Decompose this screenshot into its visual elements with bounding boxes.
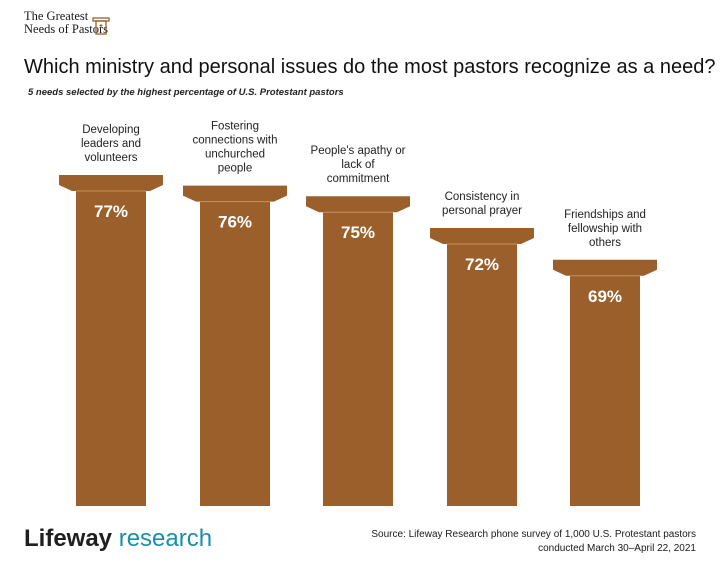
bar-capital: [306, 196, 410, 213]
bar-capital: [430, 228, 534, 244]
bar-value-label: 69%: [588, 287, 622, 306]
brand-title: The Greatest Needs of Pastors: [24, 10, 108, 36]
source-line-1: Source: Lifeway Research phone survey of…: [371, 529, 696, 540]
category-label-line: commitment: [327, 173, 390, 185]
lifeway-research-logo: Lifeway research: [24, 525, 212, 553]
category-label-line: Fostering: [211, 121, 259, 133]
category-label-line: leaders and: [81, 138, 141, 150]
bar-chart: 77% Developing leaders and volunteers 76% Fos…: [59, 121, 657, 506]
bar-value-label: 76%: [218, 213, 252, 232]
bar-5: 69% Friendships and fellowship with others: [553, 209, 657, 506]
category-label-line: people: [218, 163, 253, 175]
bar-shaft: [76, 191, 146, 506]
category-label-line: lack of: [341, 159, 375, 171]
bar-shaft: [570, 275, 640, 506]
category-label: People's apathy or lack of commitment: [311, 145, 406, 185]
category-label-line: Developing: [82, 124, 140, 136]
chart-title: Which ministry and personal issues do th…: [24, 56, 716, 78]
category-label: Developing leaders and volunteers: [81, 124, 141, 164]
bar-capital: [59, 175, 163, 191]
category-label-line: unchurched: [205, 149, 265, 161]
category-label-line: Friendships and: [564, 209, 646, 221]
bar-3: 75% People's apathy or lack of commitment: [306, 145, 410, 506]
bar-capital: [183, 185, 287, 202]
category-label-line: People's apathy or: [311, 145, 406, 157]
bar-1: 77% Developing leaders and volunteers: [59, 124, 163, 506]
bar-value-label: 75%: [341, 223, 375, 242]
source-line-2: conducted March 30–April 22, 2021: [538, 543, 696, 554]
category-label: Consistency in personal prayer: [442, 191, 522, 217]
bar-shaft: [323, 212, 393, 506]
chart-subtitle: 5 needs selected by the highest percenta…: [28, 87, 344, 98]
source-note: Source: Lifeway Research phone survey of…: [371, 528, 696, 556]
bar-4: 72% Consistency in personal prayer: [430, 191, 534, 506]
bar-2: 76% Fostering connections with unchurched pe…: [183, 121, 287, 506]
bar-shaft: [200, 201, 270, 506]
bar-capital: [553, 259, 657, 276]
bar-value-label: 77%: [94, 202, 128, 221]
category-label: Fostering connections with unchurched peopl…: [192, 121, 277, 175]
category-label-line: connections with: [192, 135, 277, 147]
brand-line-2: Needs of Pastors: [24, 22, 109, 36]
category-label-line: volunteers: [84, 152, 137, 164]
category-label-line: fellowship with: [568, 223, 642, 235]
logo-lifeway: Lifeway: [24, 525, 113, 552]
category-label: Friendships and fellowship with others: [564, 209, 646, 249]
pulpit-icon: [92, 17, 110, 35]
bar-shaft: [447, 244, 517, 506]
bar-value-label: 72%: [465, 255, 499, 274]
brand-line-1: The Greatest: [24, 9, 89, 23]
category-label-line: personal prayer: [442, 205, 522, 217]
logo-research: research: [112, 525, 213, 552]
category-label-line: others: [589, 237, 621, 249]
category-label-line: Consistency in: [445, 191, 520, 203]
